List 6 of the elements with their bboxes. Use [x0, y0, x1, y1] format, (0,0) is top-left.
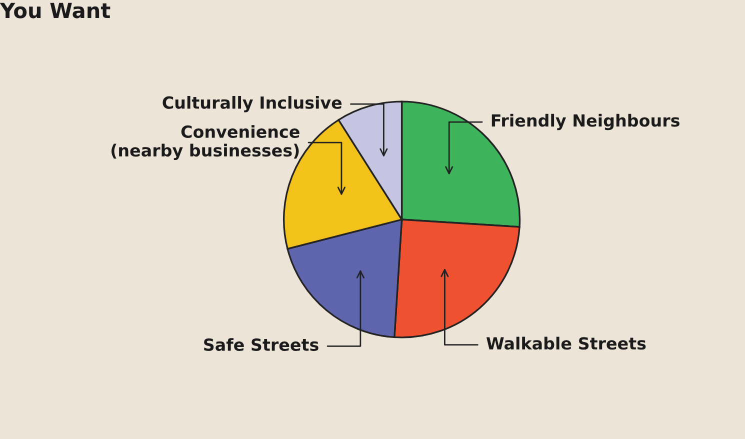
chart-title: You Want	[0, 2, 110, 18]
slice-label: Friendly Neighbours	[492, 114, 680, 130]
slice-label: Convenience (nearby businesses)	[111, 125, 300, 160]
slice-label: Safe Streets	[204, 338, 318, 351]
slice-label: Culturally Inclusive	[162, 96, 342, 112]
slice-label: Walkable Streets	[486, 336, 646, 350]
